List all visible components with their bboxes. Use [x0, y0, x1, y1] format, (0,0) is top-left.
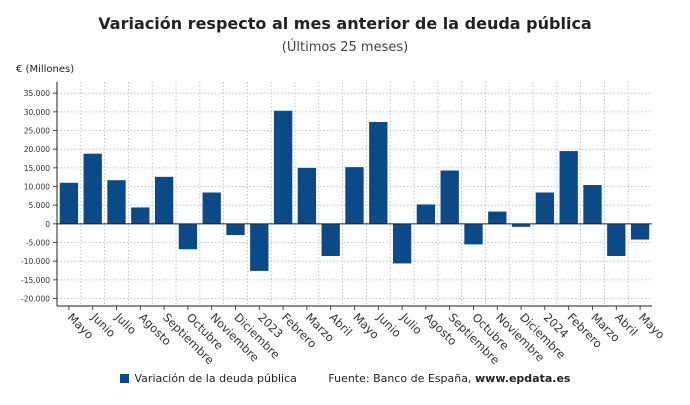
x-tick-label: Mayo — [65, 310, 97, 342]
legend-label: Variación de la deuda pública — [134, 372, 297, 385]
legend-swatch — [119, 374, 129, 383]
y-axis-unit-label: € (Millones) — [16, 64, 75, 75]
chart-subtitle: (Últimos 25 meses) — [281, 40, 409, 55]
bar — [559, 151, 578, 224]
chart-title: Variación respecto al mes anterior de la… — [98, 14, 592, 33]
x-tick-label: Julio — [112, 310, 140, 338]
y-tick-label: 0 — [45, 220, 50, 229]
bar — [321, 223, 340, 256]
bar — [583, 185, 602, 224]
y-tick-label: 15.000 — [24, 164, 50, 173]
bar — [630, 223, 650, 240]
bar — [83, 153, 102, 224]
bar — [535, 192, 555, 224]
source-label: Fuente: Banco de España, — [328, 372, 472, 385]
bar — [369, 121, 388, 224]
bar — [511, 223, 531, 227]
bar — [273, 110, 293, 224]
bar — [607, 223, 626, 256]
y-tick-label: 30.000 — [24, 108, 50, 117]
y-tick-label: -5.000 — [26, 239, 50, 248]
x-tick-label: Mayo — [636, 310, 668, 342]
bar — [345, 167, 364, 224]
bar — [250, 223, 269, 271]
bar — [131, 207, 150, 224]
source-site: www.epdata.es — [475, 372, 571, 385]
y-tick-label: 5.000 — [29, 201, 51, 210]
y-tick-label: 10.000 — [24, 183, 50, 192]
bar — [488, 211, 507, 224]
bar — [297, 167, 317, 224]
y-tick-label: 20.000 — [24, 145, 50, 154]
bar — [178, 223, 198, 250]
bar — [416, 204, 436, 224]
bar — [464, 223, 483, 245]
bar — [392, 223, 412, 264]
x-tick-label: Mayo — [350, 310, 382, 342]
bar — [202, 192, 221, 224]
bar — [226, 223, 245, 236]
y-tick-label: -10.000 — [21, 257, 50, 266]
bar — [107, 180, 126, 224]
x-tick-label: Julio — [397, 310, 425, 338]
y-tick-label: 35.000 — [24, 89, 50, 98]
legend: Variación de la deuda pública Fuente: Ba… — [0, 372, 690, 385]
y-tick-label: 25.000 — [24, 127, 50, 136]
bar — [440, 170, 459, 224]
y-tick-label: -15.000 — [21, 276, 50, 285]
source-note: Fuente: Banco de España, www.epdata.es — [328, 372, 570, 385]
bar — [59, 182, 79, 224]
y-tick-label: -20.000 — [21, 295, 50, 304]
bar — [154, 176, 174, 224]
